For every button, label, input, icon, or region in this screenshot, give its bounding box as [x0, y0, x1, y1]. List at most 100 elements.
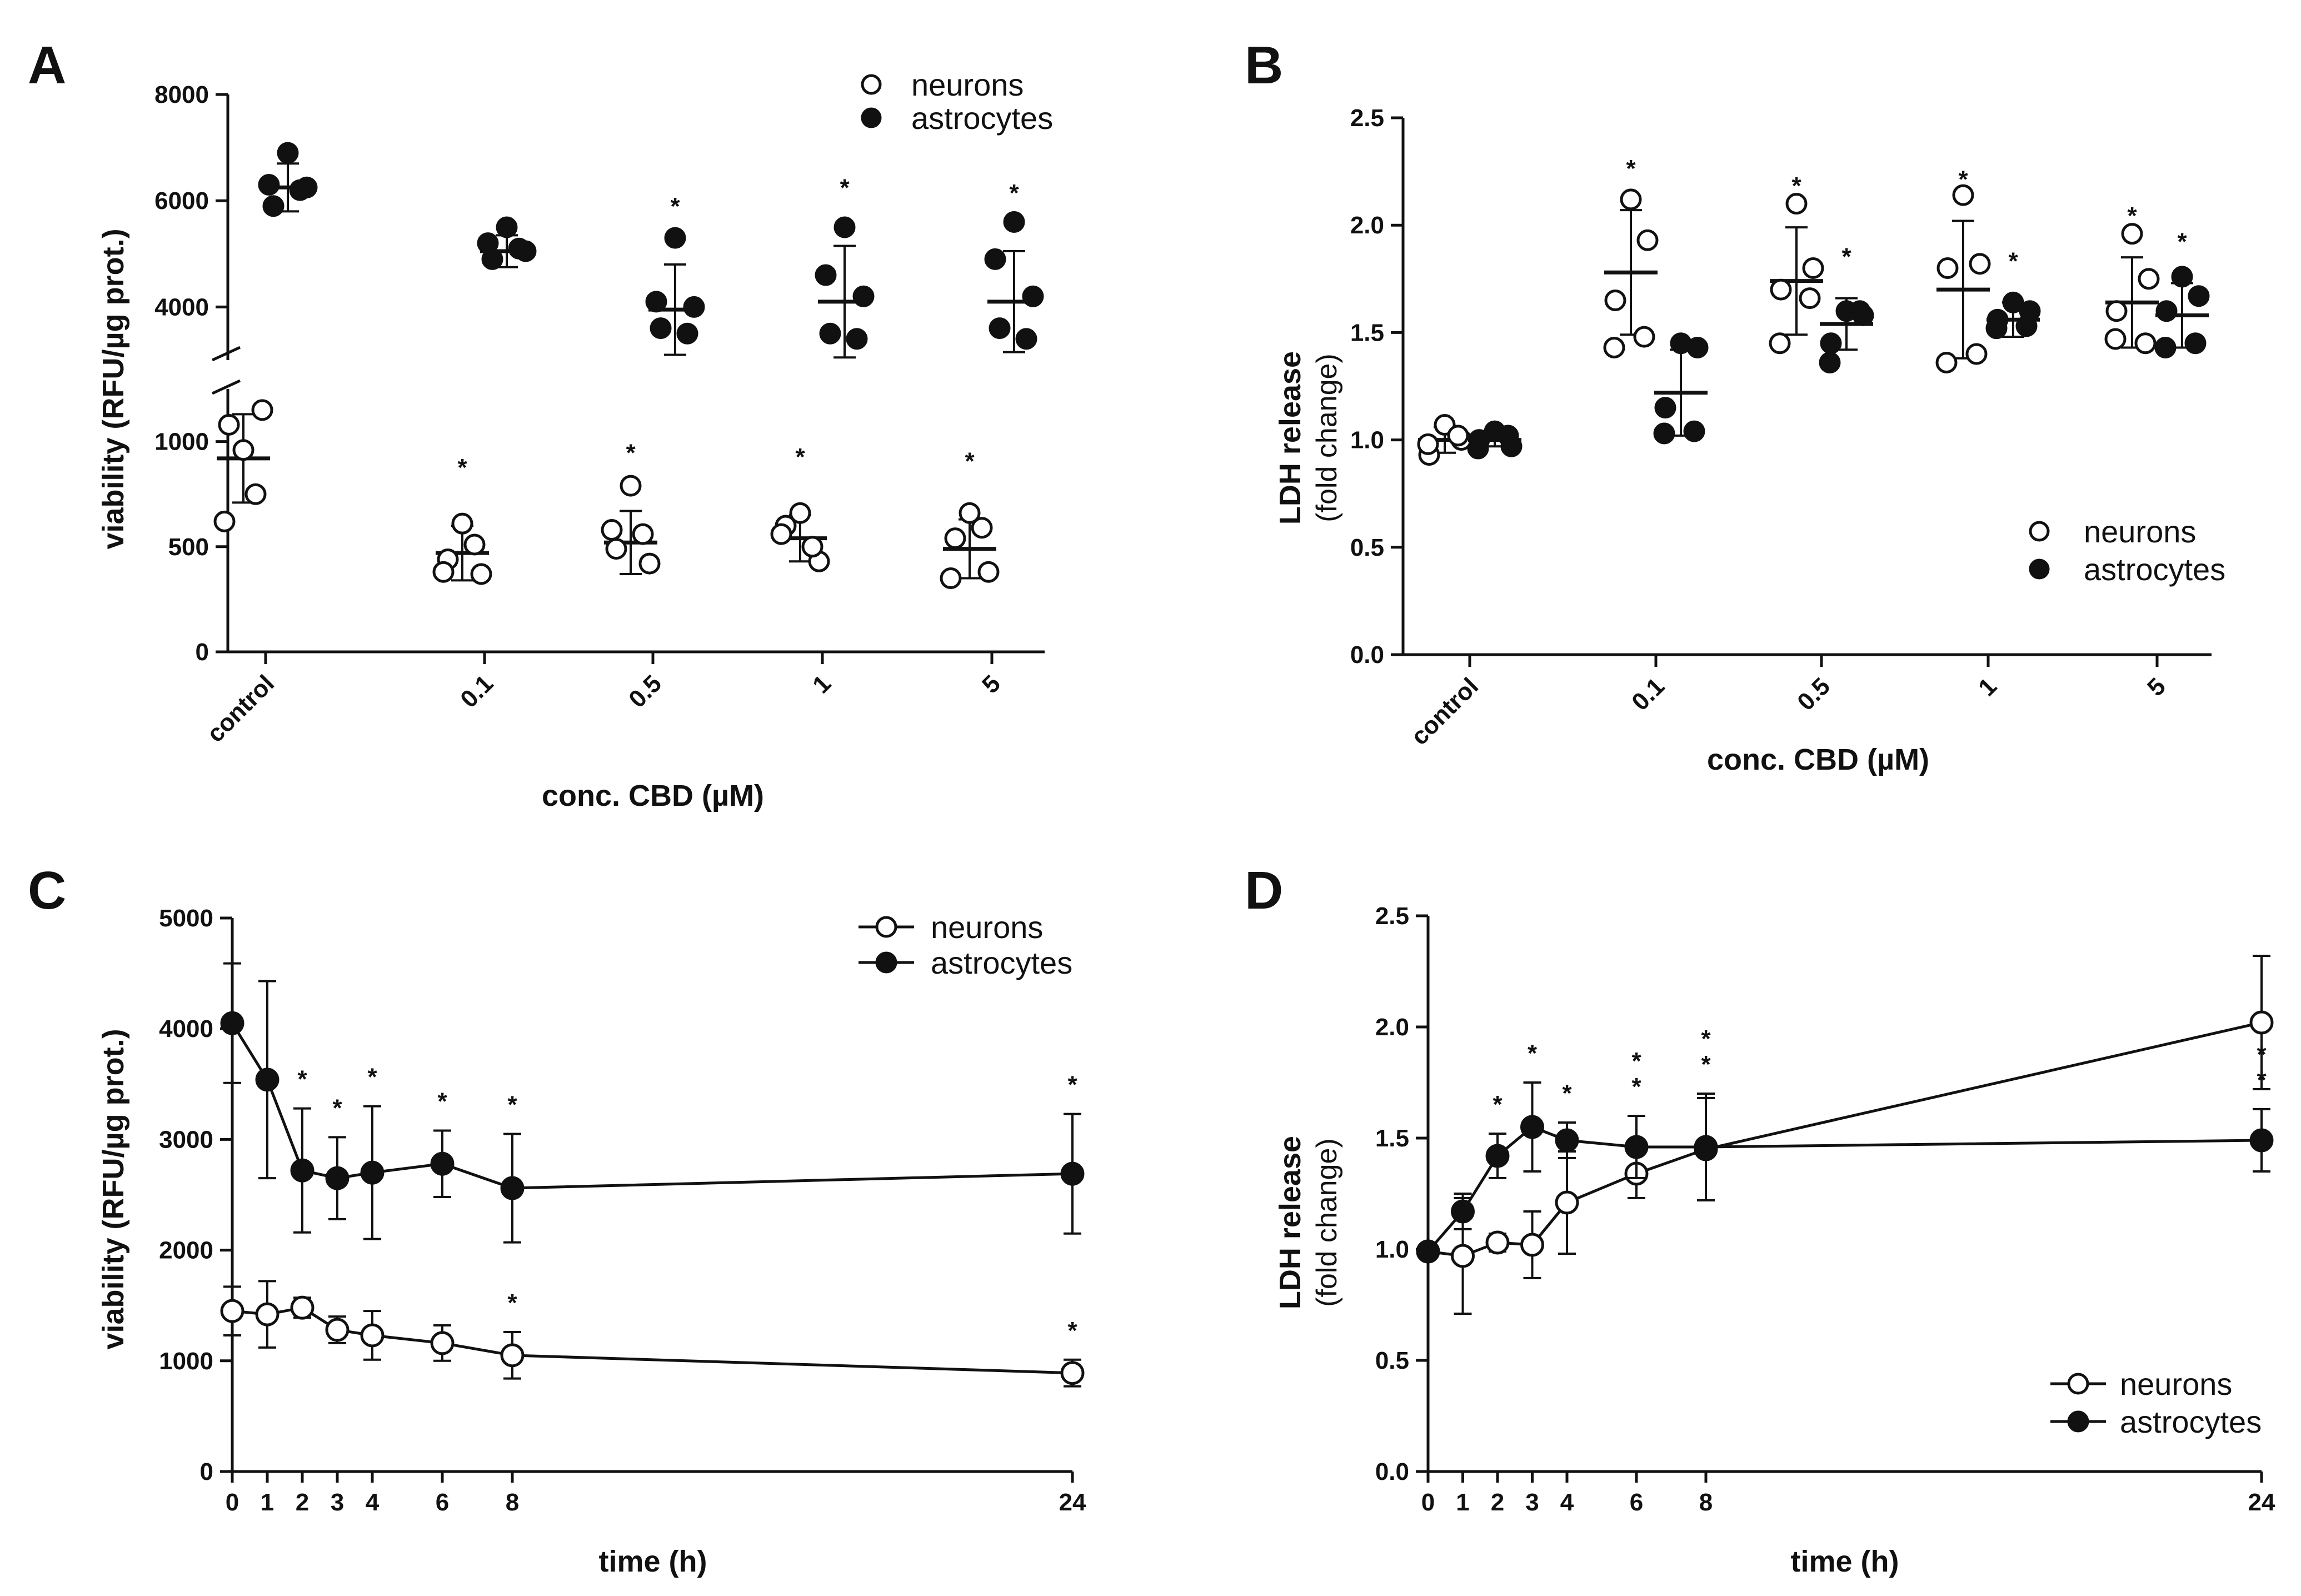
b-significance-star: *	[1958, 166, 1968, 193]
b-significance-star: *	[2127, 202, 2137, 230]
c-data-point	[220, 1299, 244, 1323]
c-series-line-astrocytes	[231, 1022, 1073, 1190]
a-data-point	[258, 174, 280, 196]
a-data-point	[833, 216, 856, 238]
c-significance-star: *	[367, 1064, 377, 1091]
a-data-point	[262, 195, 284, 217]
a-y-tick-label: 0	[196, 639, 209, 666]
panel-label-d: D	[1245, 861, 1283, 920]
d-legend-label-astrocytes: astrocytes	[2120, 1404, 2262, 1439]
d-x-tick-label: 0	[1421, 1489, 1435, 1516]
a-data-point	[989, 317, 1011, 340]
a-data-point	[477, 232, 499, 255]
a-data-point	[496, 216, 518, 238]
c-y-tick-label: 2000	[159, 1237, 213, 1264]
b-data-point	[2171, 266, 2193, 288]
a-data-point	[944, 527, 966, 550]
d-series-line-astrocytes	[1427, 1125, 2262, 1253]
a-axis-break-mark	[211, 346, 241, 362]
a-y-axis-title: viability (RFU/µg prot.)	[97, 228, 130, 549]
b-data-point	[1603, 336, 1625, 358]
d-data-point	[1555, 1190, 1579, 1215]
b-data-point	[1417, 433, 1439, 455]
d-y-axis-subtitle: (fold change)	[1311, 1138, 1343, 1307]
a-data-point	[664, 227, 686, 249]
a-significance-star: *	[626, 439, 636, 466]
d-data-point	[1451, 1244, 1475, 1268]
panel-label-b: B	[1245, 36, 1283, 95]
d-y-tick-label: 2.0	[1375, 1014, 1409, 1041]
b-data-point	[2015, 315, 2038, 337]
d-legend: neurons astrocytes	[2050, 1366, 2262, 1439]
d-y-tick-label: 2.5	[1375, 902, 1409, 930]
c-data-point	[1060, 1361, 1085, 1385]
b-data-point	[2134, 332, 2157, 355]
c-data-point	[360, 1160, 385, 1185]
a-x-tick-label: 5	[977, 670, 1006, 699]
c-x-tick-label: 2	[296, 1489, 309, 1516]
c-x-tick-label: 8	[506, 1489, 519, 1516]
a-data-point	[213, 510, 236, 532]
d-y-tick-label: 1.0	[1375, 1236, 1409, 1263]
b-y-tick-label: 0.5	[1350, 534, 1384, 561]
a-data-point	[770, 523, 792, 545]
c-significance-star: *	[297, 1066, 307, 1093]
c-x-tick-label: 0	[226, 1489, 239, 1516]
a-x-tick-label: 1	[807, 670, 836, 699]
c-significance-star: *	[332, 1094, 342, 1121]
panel-a: A viability (RFU/µg prot.) conc. CBD (µM…	[28, 36, 1053, 812]
d-x-tick-label: 3	[1525, 1489, 1539, 1516]
d-data-point	[1520, 1233, 1544, 1257]
b-legend-marker-astrocytes	[2029, 558, 2050, 580]
c-x-tick-label: 1	[261, 1489, 274, 1516]
a-data-point	[852, 285, 875, 307]
a-data-point	[971, 517, 993, 539]
d-data-point	[2249, 1128, 2274, 1153]
b-data-point	[2121, 223, 2143, 245]
b-data-point	[2105, 300, 2128, 322]
a-data-point	[289, 179, 311, 201]
a-y-tick-label: 6000	[154, 187, 209, 215]
a-legend-label-astrocytes: astrocytes	[911, 101, 1053, 136]
c-data-point	[325, 1318, 350, 1342]
a-data-point	[508, 237, 530, 260]
a-data-point	[463, 533, 486, 556]
d-significance-star: *	[1631, 1048, 1641, 1075]
b-data-point	[2155, 300, 2178, 322]
a-data-point	[676, 322, 698, 345]
d-significance-star: *	[2257, 1066, 2267, 1094]
b-y-tick-label: 0.0	[1350, 641, 1384, 669]
d-x-tick-label: 4	[1560, 1489, 1574, 1516]
c-significance-star: *	[1067, 1071, 1077, 1099]
d-series-line-neurons	[1427, 1021, 2262, 1258]
a-data-point	[638, 552, 661, 575]
b-y-tick-label: 1.5	[1350, 319, 1384, 346]
b-x-tick-label: 5	[2142, 672, 2171, 701]
a-data-point	[1003, 211, 1025, 233]
a-data-point	[683, 296, 705, 318]
a-y-tick-label: 4000	[154, 293, 209, 321]
d-data-point	[1694, 1135, 1718, 1159]
b-data-point	[1985, 317, 2008, 340]
c-y-tick-label: 1000	[159, 1348, 213, 1375]
b-data-point	[1935, 351, 1958, 373]
d-x-tick-label: 24	[2248, 1489, 2275, 1516]
b-data-point	[1952, 184, 1974, 206]
d-significance-star: *	[1701, 1051, 1711, 1078]
b-data-point	[1770, 278, 1792, 301]
a-data-point	[815, 264, 837, 286]
c-data-point	[430, 1151, 455, 1176]
c-legend-marker-astrocytes	[875, 951, 897, 974]
b-legend-marker-neurons	[2029, 521, 2050, 542]
a-data-point	[940, 567, 962, 590]
b-data-point	[1799, 287, 1821, 310]
d-data-point	[2249, 1010, 2274, 1035]
b-y-axis-subtitle: (fold change)	[1311, 353, 1343, 522]
d-data-point	[1451, 1199, 1475, 1224]
b-data-point	[1686, 336, 1709, 358]
d-legend-marker-astrocytes	[2067, 1410, 2089, 1433]
a-legend-label-neurons: neurons	[911, 67, 1024, 102]
b-x-tick-label: 1	[1973, 672, 2002, 701]
c-marks: * * * * * * * *	[220, 962, 1085, 1388]
a-data-point	[801, 536, 823, 558]
